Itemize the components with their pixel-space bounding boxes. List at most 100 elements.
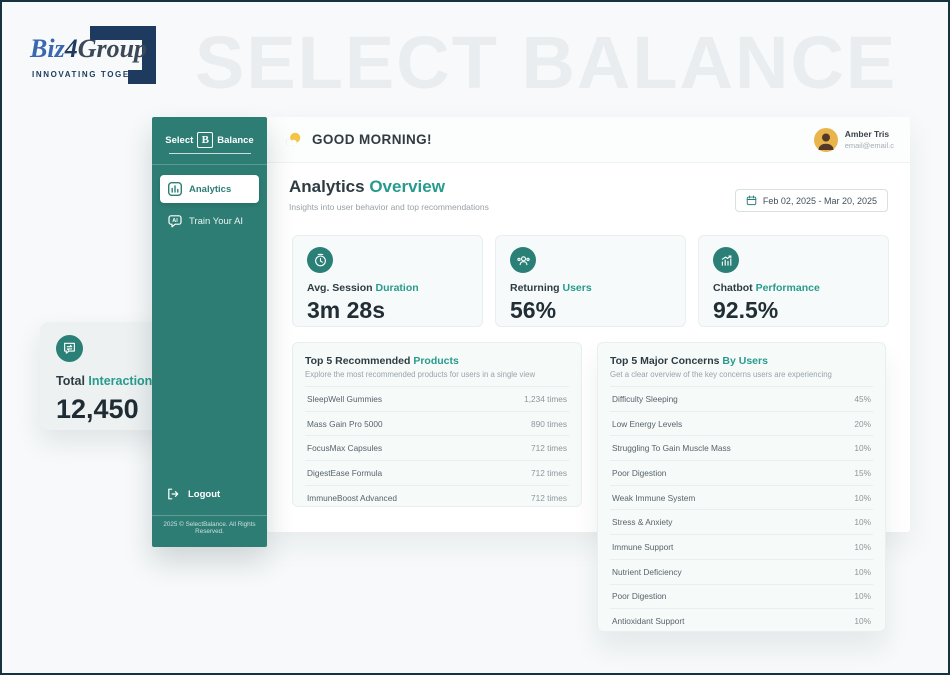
date-range-picker[interactable]: Feb 02, 2025 - Mar 20, 2025	[734, 189, 888, 212]
select-balance-logo: Select B Balance	[152, 117, 267, 148]
top-products-panel: Top 5 Recommended Products Explore the m…	[292, 342, 582, 507]
concern-percentage: 10%	[854, 492, 871, 503]
sidebar-nav: Analytics AI Train Your AI	[152, 165, 267, 235]
concern-name: Poor Digestion	[612, 467, 667, 478]
clock-icon	[307, 247, 333, 273]
concern-percentage: 15%	[854, 467, 871, 478]
svg-text:AI: AI	[172, 218, 178, 224]
label-dark: Avg. Session	[307, 282, 373, 294]
sidebar: Select B Balance Analytics	[152, 117, 267, 547]
sidebar-item-train-your-ai[interactable]: AI Train Your AI	[160, 207, 259, 235]
concern-name: Nutrient Deficiency	[612, 566, 682, 577]
concern-name: Antioxidant Support	[612, 616, 685, 627]
main-panel: GOOD MORNING! Amber Tris email@email.c A…	[267, 117, 910, 632]
label-accent: Performance	[755, 282, 820, 294]
background-watermark: SELECT BALANCE	[195, 21, 898, 104]
concern-name: Low Energy Levels	[612, 418, 683, 429]
stat-value: 56%	[510, 297, 557, 323]
title-dark: Analytics	[289, 177, 365, 196]
logout-button[interactable]: Logout	[166, 487, 220, 501]
total-interactions-value: 12,450	[56, 394, 139, 424]
stat-label: Returning Users	[510, 282, 671, 294]
page-title: Analytics Overview	[289, 177, 888, 197]
sidebar-footer-divider	[152, 515, 267, 516]
product-name: DigestEase Formula	[307, 467, 383, 478]
stat-card-returning-users: Returning Users 56%	[495, 235, 686, 327]
title-accent: Overview	[369, 177, 445, 196]
copyright-text: 2025 © SelectBalance. All Rights Reserve…	[163, 521, 256, 535]
users-icon	[510, 247, 536, 273]
total-interactions-label: Total Interactions	[56, 374, 182, 388]
concern-percentage: 10%	[854, 566, 871, 577]
product-count: 712 times	[531, 492, 567, 503]
products-panel-subtitle: Explore the most recommended products fo…	[305, 370, 536, 379]
title-dark: Top 5 Major Concerns	[610, 355, 720, 367]
bar-chart-icon	[167, 181, 183, 197]
product-count: 1,234 times	[524, 393, 567, 404]
top-concerns-panel: Top 5 Major Concerns By Users Get a clea…	[597, 342, 886, 632]
label-dark: Chatbot	[713, 282, 753, 294]
title-accent: Products	[413, 355, 459, 367]
avatar	[813, 127, 838, 152]
concern-percentage: 20%	[854, 418, 871, 429]
chat-interactions-icon	[56, 335, 83, 362]
stat-value: 3m 28s	[307, 297, 386, 323]
concern-name: Immune Support	[612, 541, 674, 552]
title-dark: Top 5 Recommended	[305, 355, 411, 367]
product-name: SleepWell Gummies	[307, 393, 383, 404]
concern-row: Difficulty Sleeping 45%	[610, 386, 873, 411]
product-row: FocusMax Capsules 712 times	[305, 435, 569, 460]
label-accent: Users	[562, 282, 592, 294]
sidebar-item-analytics[interactable]: Analytics	[160, 175, 259, 203]
label-accent: Duration	[375, 282, 419, 294]
bracket-logo-shape	[90, 26, 156, 84]
top-bar: GOOD MORNING! Amber Tris email@email.c	[267, 117, 910, 163]
brand-four: 4	[64, 34, 78, 63]
sun-cloud-icon	[283, 131, 304, 148]
ai-chat-icon: AI	[167, 213, 183, 229]
concern-percentage: 45%	[854, 393, 871, 404]
concern-row: Poor Digestion 10%	[610, 583, 873, 609]
label-dark: Returning	[510, 282, 560, 294]
logo-underline	[168, 153, 251, 154]
concern-percentage: 10%	[854, 541, 871, 552]
product-name: ImmuneBoost Advanced	[307, 492, 397, 503]
products-panel-title: Top 5 Recommended Products	[305, 355, 569, 367]
concern-row: Immune Support 10%	[610, 534, 873, 559]
concerns-panel-title: Top 5 Major Concerns By Users	[610, 355, 873, 367]
stat-label: Chatbot Performance	[713, 282, 874, 294]
stat-value: 92.5%	[713, 297, 779, 323]
concern-row: Nutrient Deficiency 10%	[610, 558, 873, 584]
brand-biz: Biz	[30, 34, 65, 63]
title-accent: By Users	[722, 355, 768, 367]
nav-label-analytics: Analytics	[189, 183, 232, 195]
concerns-panel-subtitle: Get a clear overview of the key concerns…	[610, 370, 832, 379]
product-count: 890 times	[531, 418, 567, 429]
concern-percentage: 10%	[854, 591, 871, 602]
product-count: 712 times	[531, 443, 567, 454]
logo-text-post: Balance	[217, 134, 254, 146]
date-range-value: Feb 02, 2025 - Mar 20, 2025	[762, 195, 877, 206]
nav-label-train-your-ai: Train Your AI	[189, 215, 244, 227]
concern-name: Weak Immune System	[612, 492, 696, 503]
stat-card-chatbot-performance: Chatbot Performance 92.5%	[698, 235, 889, 327]
logout-icon	[166, 487, 180, 501]
concern-name: Poor Digestion	[612, 591, 667, 602]
concern-percentage: 10%	[854, 517, 871, 528]
greeting: GOOD MORNING!	[283, 131, 432, 148]
user-name: Amber Tris	[844, 129, 890, 139]
product-count: 712 times	[531, 467, 567, 478]
section-header: Analytics Overview Insights into user be…	[267, 163, 910, 212]
brand-group: Group	[77, 34, 148, 63]
concern-row: Low Energy Levels 20%	[610, 410, 873, 436]
product-row: ImmuneBoost Advanced 712 times	[305, 484, 569, 510]
product-name: Mass Gain Pro 5000	[307, 418, 383, 429]
concern-percentage: 10%	[854, 616, 871, 627]
logo-text-pre: Select	[165, 134, 194, 146]
user-menu[interactable]: Amber Tris email@email.c	[813, 127, 894, 152]
concern-row: Poor Digestion 15%	[610, 460, 873, 485]
product-row: Mass Gain Pro 5000 890 times	[305, 410, 569, 436]
product-row: DigestEase Formula 712 times	[305, 460, 569, 485]
greeting-text: GOOD MORNING!	[312, 132, 432, 147]
